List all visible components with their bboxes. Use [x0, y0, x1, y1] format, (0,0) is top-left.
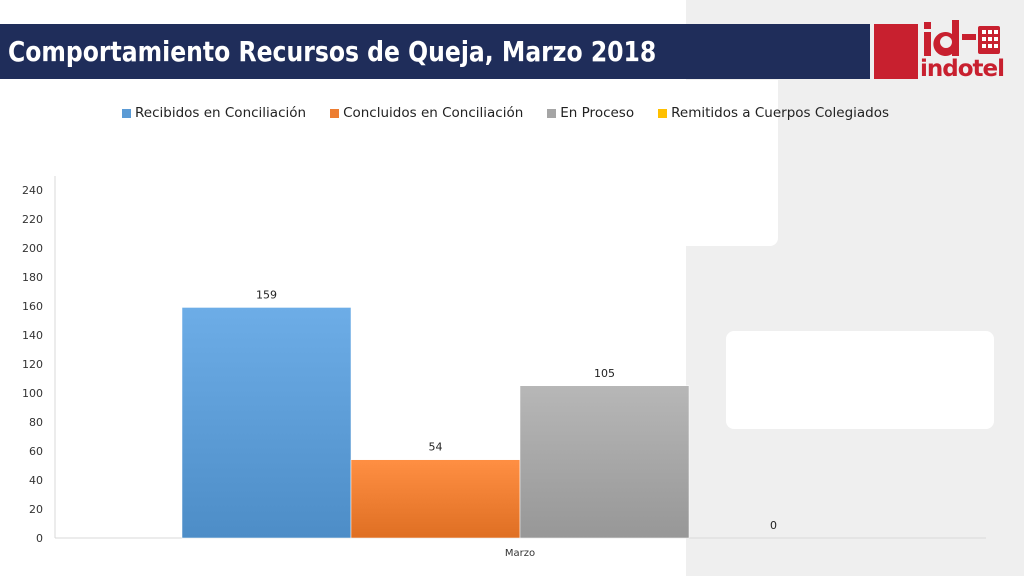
- y-tick-label: 100: [22, 387, 43, 400]
- legend-item: Concluidos en Conciliación: [330, 105, 523, 121]
- bar-2: [519, 385, 690, 539]
- legend-item: Recibidos en Conciliación: [122, 105, 306, 121]
- data-label: 159: [256, 288, 277, 301]
- y-tick-label: 20: [29, 503, 43, 516]
- y-tick-label: 180: [22, 271, 43, 284]
- title-bar: Comportamiento Recursos de Queja, Marzo …: [0, 24, 870, 79]
- logo-red-block: [874, 24, 918, 79]
- background-cutout-top: [686, 80, 778, 246]
- background-cutout-right: [726, 331, 994, 429]
- y-tick-label: 140: [22, 329, 43, 342]
- data-label: 54: [429, 441, 443, 454]
- bar-1: [350, 459, 521, 539]
- y-tick-label: 120: [22, 358, 43, 371]
- legend-item: En Proceso: [547, 105, 634, 121]
- y-tick-label: 240: [22, 184, 43, 197]
- bar-0: [181, 307, 352, 539]
- legend-swatch: [122, 108, 131, 118]
- data-label: 105: [594, 367, 615, 380]
- page-title: Comportamiento Recursos de Queja, Marzo …: [8, 35, 657, 68]
- logo-text: indotel: [920, 56, 1005, 82]
- y-tick-label: 60: [29, 445, 43, 458]
- legend-label: En Proceso: [560, 105, 635, 121]
- y-tick-label: 40: [29, 474, 43, 487]
- x-category-label: Marzo: [505, 548, 535, 559]
- legend-item: Remitidos a Cuerpos Colegiados: [658, 105, 889, 121]
- legend-swatch: [330, 108, 340, 118]
- legend-swatch: [658, 108, 668, 118]
- legend-swatch: [547, 108, 557, 118]
- y-tick-label: 80: [29, 416, 43, 429]
- y-tick-label: 160: [22, 300, 43, 313]
- legend-label: Concluidos en Conciliación: [343, 105, 524, 121]
- legend-label: Recibidos en Conciliación: [135, 105, 307, 121]
- y-tick-label: 0: [36, 532, 43, 545]
- y-tick-label: 220: [22, 213, 43, 226]
- logo-id-glyph: [924, 20, 1000, 56]
- chart-legend: Recibidos en Conciliación Concluidos en …: [122, 105, 889, 121]
- y-tick-label: 200: [22, 242, 43, 255]
- legend-label: Remitidos a Cuerpos Colegiados: [671, 105, 890, 121]
